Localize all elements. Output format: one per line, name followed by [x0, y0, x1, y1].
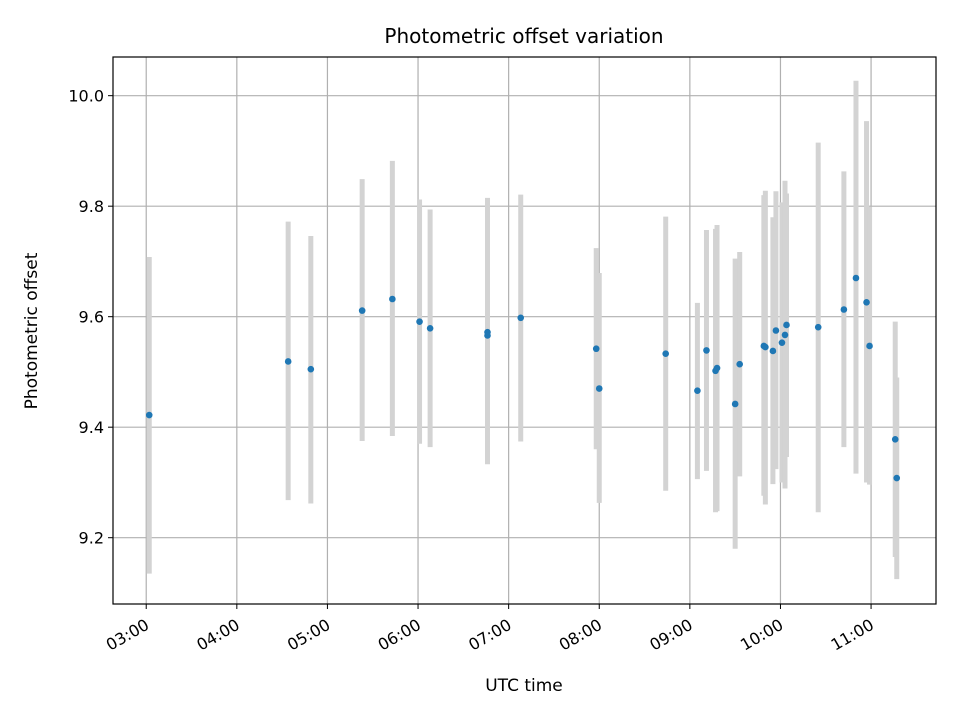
data-point: [694, 387, 701, 395]
data-point: [866, 342, 873, 350]
data-point: [484, 332, 491, 339]
data-point: [769, 347, 777, 355]
x-tick-label: 08:00: [556, 615, 605, 655]
data-point: [778, 339, 786, 346]
plot-frame: [112, 56, 937, 605]
data-point: [783, 321, 790, 329]
data-point: [426, 324, 434, 332]
data-point: [736, 360, 743, 368]
x-tick-label: 10:00: [737, 615, 786, 655]
y-tick-label: 9.8: [79, 197, 104, 216]
y-tick-label: 9.2: [79, 529, 104, 548]
x-tick-label: 06:00: [375, 615, 424, 655]
data-point: [145, 411, 153, 419]
x-axis-label: UTC time: [485, 676, 563, 696]
y-axis-ticks: 9.2 9.4 9.6 9.8 10.0: [68, 87, 113, 548]
data-point: [893, 474, 901, 482]
data-point: [416, 318, 423, 325]
x-axis-ticks: 03:00 04:00 05:00 06:00 07:00 08:00 09:00 10:00…: [103, 604, 877, 655]
error-bars: [146, 80, 900, 580]
data-point: [731, 400, 739, 408]
x-tick-label: 05:00: [284, 615, 333, 655]
x-tick-label: 07:00: [465, 615, 514, 655]
x-tick-label: 04:00: [193, 615, 242, 655]
data-point: [852, 274, 860, 282]
data-point: [863, 299, 870, 306]
x-tick-label: 11:00: [828, 615, 877, 655]
x-tick-label: 03:00: [103, 615, 152, 655]
data-point: [284, 358, 292, 365]
grid: [113, 57, 936, 604]
data-point: [358, 307, 366, 314]
data-points: [145, 274, 901, 482]
data-point: [814, 323, 822, 331]
data-point: [517, 314, 525, 322]
data-point: [772, 327, 780, 334]
data-point: [891, 436, 899, 443]
data-point: [781, 331, 789, 339]
data-point: [762, 343, 769, 351]
y-tick-label: 9.6: [79, 308, 104, 327]
data-point: [389, 295, 396, 303]
data-point: [662, 350, 669, 358]
y-tick-label: 10.0: [68, 87, 104, 106]
data-point: [840, 306, 848, 313]
data-point: [592, 345, 600, 353]
x-tick-label: 09:00: [646, 615, 695, 655]
data-point: [703, 347, 710, 354]
chart-title: Photometric offset variation: [384, 24, 663, 48]
y-axis-label: Photometric offset: [22, 252, 42, 409]
data-point: [595, 385, 603, 392]
data-point: [713, 364, 721, 372]
data-point: [307, 365, 315, 373]
y-tick-label: 9.4: [79, 418, 104, 437]
